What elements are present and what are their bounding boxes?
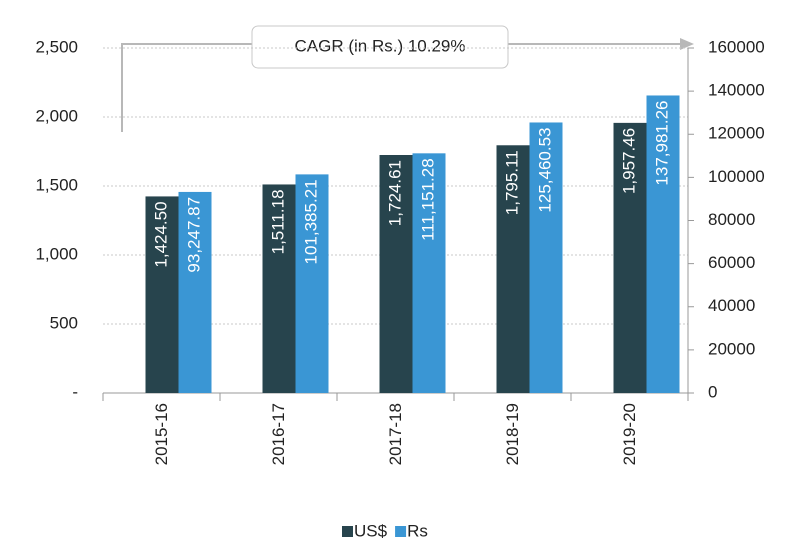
- annotation: CAGR (in Rs.) 10.29%: [295, 36, 466, 55]
- value-label: 125,460.53: [535, 127, 554, 212]
- x-tick-label: 2018-19: [503, 403, 522, 465]
- y-tick-label: 2,000: [35, 106, 78, 125]
- bar: [613, 122, 647, 394]
- y-tick-label: 2,500: [35, 37, 78, 56]
- legend-label: Rs: [407, 521, 428, 540]
- y-tick-label: 1,500: [35, 175, 78, 194]
- y2-tick-label: 60000: [708, 253, 755, 272]
- y2-tick-label: 140000: [708, 81, 765, 100]
- legend-swatch: [342, 526, 353, 537]
- value-label: 1,957.46: [619, 128, 638, 194]
- bar: [262, 184, 296, 393]
- bar: [646, 95, 680, 393]
- legend-label: US$: [354, 521, 388, 540]
- y-tick-label: 500: [50, 313, 78, 332]
- y2-tick-label: 40000: [708, 296, 755, 315]
- bar: [379, 155, 413, 393]
- value-label: 1,424.50: [151, 201, 170, 267]
- y2-tick-label: 100000: [708, 167, 765, 186]
- y2-tick-label: 120000: [708, 124, 765, 143]
- value-label: 1,511.18: [268, 189, 287, 254]
- y-tick-label: -: [72, 382, 78, 401]
- bar: [529, 122, 563, 393]
- x-tick-label: 2019-20: [620, 403, 639, 465]
- value-label: 101,385.21: [301, 179, 320, 264]
- value-label: 1,795.11: [502, 150, 521, 215]
- arrow-head: [680, 38, 694, 50]
- value-label: 111,151.28: [418, 158, 437, 241]
- y2-tick-label: 0: [708, 382, 717, 401]
- legend-swatch: [395, 526, 407, 537]
- y2-tick-label: 80000: [708, 210, 755, 229]
- value-label: 93,247.87: [184, 197, 203, 273]
- y2-tick-label: 20000: [708, 339, 755, 358]
- x-tick-label: 2015-16: [152, 403, 171, 465]
- y-tick-label: 1,000: [35, 244, 78, 263]
- bar: [412, 153, 446, 393]
- x-tick-label: 2017-18: [386, 403, 405, 465]
- bar: [145, 196, 179, 393]
- y2-tick-label: 160000: [708, 37, 765, 56]
- annotation-box: [251, 25, 509, 69]
- x-tick-label: 2016-17: [269, 403, 288, 465]
- value-label: 1,724.61: [385, 160, 404, 226]
- bar: [295, 174, 329, 393]
- bar: [496, 145, 530, 393]
- value-label: 137,981.26: [652, 100, 671, 185]
- bar: [178, 191, 212, 393]
